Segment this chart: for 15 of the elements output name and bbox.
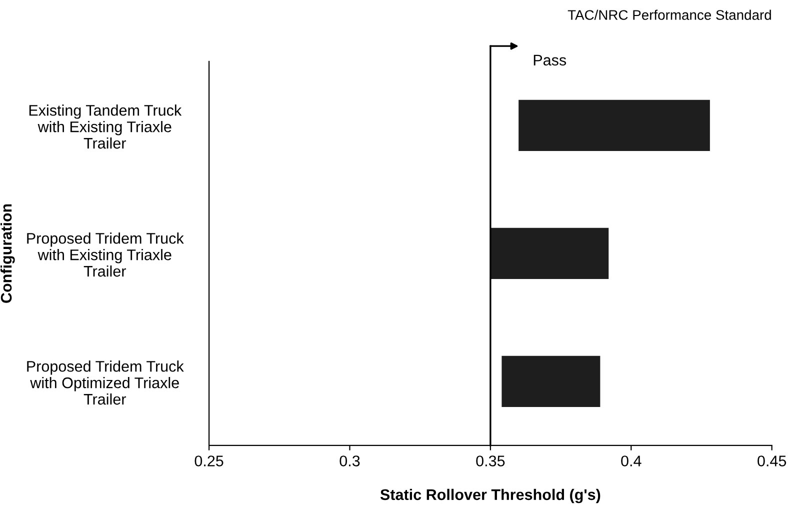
chart-title: TAC/NRC Performance Standard <box>568 10 771 20</box>
y-tick-label: Proposed Tridem Truck with Optimized Triaxle Trailer <box>27 360 184 405</box>
x-tick-label: 0.4 <box>621 456 642 466</box>
bar <box>518 100 710 152</box>
y-tick-label: Proposed Tridem Truck with Existing Triaxle Trailer <box>27 232 184 277</box>
x-axis-title: Static Rollover Threshold (g's) <box>380 488 600 504</box>
x-tick-label: 0.25 <box>194 456 224 466</box>
x-tick-label: 0.3 <box>340 456 360 466</box>
y-tick-label: Existing Tandem Truck with Existing Triaxle Trailer <box>29 104 182 149</box>
bar <box>490 228 609 280</box>
x-tick-label: 0.45 <box>758 456 786 466</box>
y-axis-title: Configuration <box>0 204 15 303</box>
bar <box>502 356 600 408</box>
x-tick-label: 0.35 <box>476 456 505 466</box>
ref-line-label: Pass <box>534 54 566 66</box>
